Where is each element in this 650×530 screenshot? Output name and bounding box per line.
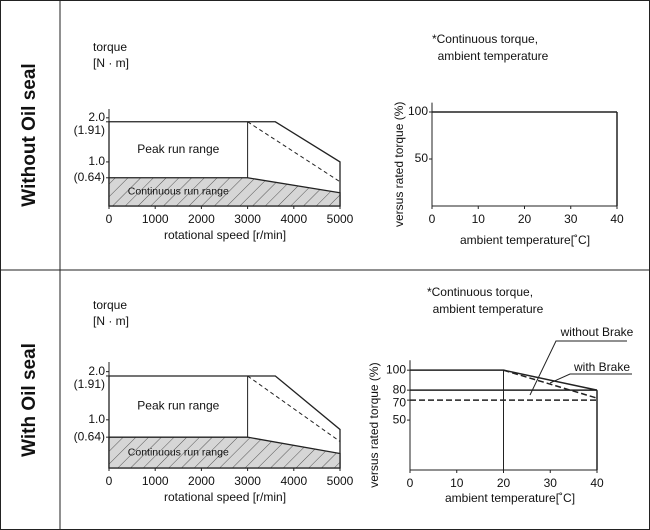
run-range	[108, 177, 341, 207]
chart-title: ambient temperature	[433, 302, 544, 316]
y-tick-label: 80	[393, 382, 407, 396]
chart-title: ambient temperature	[438, 49, 549, 63]
x-tick-label: 20	[518, 212, 532, 226]
x-axis-label: ambient temperature[˚C]	[460, 233, 590, 247]
x-axis-label: rotational speed [r/min]	[164, 228, 286, 242]
y-tick-label: 1.0	[88, 154, 105, 168]
x-tick-label: 5000	[327, 212, 354, 226]
x-tick-label: 0	[429, 212, 436, 226]
y-tick-label: 100	[386, 362, 406, 376]
run-range	[108, 436, 341, 469]
y-axis-label: torque	[93, 298, 127, 312]
y-axis-label: versus rated torque (%)	[392, 102, 406, 227]
x-tick-label: 30	[544, 476, 558, 490]
x-tick-label: 40	[590, 476, 604, 490]
y-tick-label: (0.64)	[74, 170, 105, 184]
region-label: Peak run range	[137, 399, 219, 413]
x-tick-label: 3000	[234, 474, 261, 488]
x-axis-label: rotational speed [r/min]	[164, 490, 286, 504]
x-tick-label: 5000	[327, 474, 354, 488]
y-axis-label: versus rated torque (%)	[367, 362, 381, 487]
y-axis-label: [N · m]	[93, 56, 129, 70]
x-tick-label: 40	[610, 212, 624, 226]
dashed-limit	[247, 121, 341, 183]
x-tick-label: 10	[450, 476, 464, 490]
legend-label: with Brake	[573, 360, 630, 374]
dashed-limit	[247, 375, 341, 442]
y-tick-label: 50	[415, 151, 429, 165]
x-tick-label: 1000	[142, 474, 169, 488]
legend-leader	[529, 340, 627, 396]
x-tick-label: 10	[472, 212, 486, 226]
x-tick-label: 30	[564, 212, 578, 226]
legend-leader	[549, 373, 632, 384]
x-tick-label: 0	[407, 476, 414, 490]
x-tick-label: 0	[106, 474, 113, 488]
series-line	[503, 369, 598, 399]
region-label: Continuous run range	[128, 186, 229, 198]
y-tick-label: 100	[408, 104, 428, 118]
x-tick-label: 0	[106, 212, 113, 226]
y-tick-label: (1.91)	[74, 123, 105, 137]
y-tick-label: 70	[393, 395, 407, 409]
y-axis-label: [N · m]	[93, 314, 129, 328]
legend-label: without Brake	[560, 325, 634, 339]
x-tick-label: 20	[497, 476, 511, 490]
x-tick-label: 2000	[188, 212, 215, 226]
region-label: Peak run range	[137, 142, 219, 156]
x-tick-label: 4000	[280, 212, 307, 226]
y-tick-label: 2.0	[88, 110, 105, 124]
row-label: With Oil seal	[19, 343, 40, 457]
y-tick-label: 1.0	[88, 412, 105, 426]
x-axis-label: ambient temperature[˚C]	[445, 491, 575, 505]
y-tick-label: (1.91)	[74, 377, 105, 391]
chart-title: *Continuous torque,	[427, 285, 533, 299]
y-axis-label: torque	[93, 40, 127, 54]
row-label: Without Oil seal	[19, 63, 40, 206]
region-label: Continuous run range	[128, 446, 229, 458]
chart-title: *Continuous torque,	[432, 32, 538, 46]
y-tick-label: (0.64)	[74, 429, 105, 443]
x-tick-label: 4000	[280, 474, 307, 488]
x-tick-label: 3000	[234, 212, 261, 226]
y-tick-label: 50	[393, 412, 407, 426]
y-tick-label: 2.0	[88, 364, 105, 378]
x-tick-label: 2000	[188, 474, 215, 488]
x-tick-label: 1000	[142, 212, 169, 226]
